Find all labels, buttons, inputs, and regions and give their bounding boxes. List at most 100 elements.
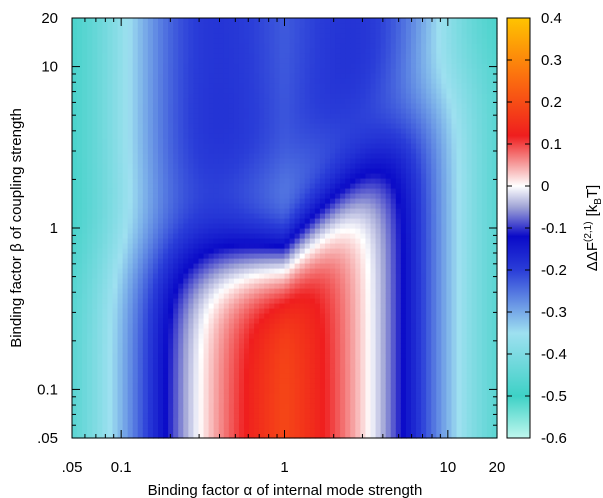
heatmap-cell	[188, 98, 195, 104]
heatmap-cell	[92, 258, 98, 264]
heatmap-cell	[223, 418, 230, 424]
heatmap-cell	[213, 408, 220, 414]
heatmap-cell	[183, 238, 189, 244]
heatmap-cell	[152, 323, 159, 329]
heatmap-cell	[188, 18, 195, 24]
heatmap-cell	[345, 393, 351, 399]
heatmap-cell	[132, 193, 139, 199]
heatmap-cell	[163, 213, 169, 219]
heatmap-cell	[142, 103, 149, 109]
heatmap-cell	[188, 208, 195, 214]
heatmap-cell	[132, 308, 139, 314]
heatmap-cell	[370, 313, 377, 319]
heatmap-cell	[97, 323, 103, 329]
heatmap-cell	[132, 118, 139, 124]
heatmap-cell	[102, 248, 109, 254]
heatmap-cell	[158, 398, 164, 404]
heatmap-cell	[254, 58, 260, 64]
heatmap-cell	[238, 303, 245, 309]
heatmap-cell	[340, 193, 346, 199]
heatmap-cell	[223, 153, 230, 159]
heatmap-cell	[274, 203, 281, 209]
heatmap-cell	[345, 178, 351, 184]
heatmap-cell	[97, 63, 103, 69]
heatmap-cell	[122, 138, 129, 144]
heatmap-cell	[132, 298, 139, 304]
heatmap-cell	[87, 18, 93, 24]
heatmap-cell	[218, 368, 225, 374]
heatmap-cell	[82, 393, 88, 399]
heatmap-cell	[87, 303, 93, 309]
heatmap-cell	[254, 248, 260, 254]
heatmap-cell	[355, 248, 361, 254]
heatmap-cell	[233, 418, 240, 424]
heatmap-cell	[350, 208, 356, 214]
heatmap-cell	[259, 338, 265, 344]
heatmap-cell	[92, 18, 98, 24]
heatmap-cell	[147, 403, 154, 409]
heatmap-cell	[279, 208, 286, 214]
heatmap-cell	[289, 23, 296, 29]
heatmap-cell	[198, 168, 205, 174]
heatmap-cell	[350, 293, 356, 299]
heatmap-cell	[92, 68, 98, 74]
heatmap-cell	[289, 93, 296, 99]
heatmap-cell	[173, 273, 179, 279]
heatmap-cell	[314, 203, 321, 209]
heatmap-cell	[330, 393, 336, 399]
heatmap-cell	[309, 93, 316, 99]
heatmap-cell	[274, 223, 281, 229]
heatmap-cell	[208, 268, 215, 274]
heatmap-cell	[299, 293, 306, 299]
heatmap-cell	[218, 78, 225, 84]
heatmap-cell	[77, 233, 83, 239]
heatmap-cell	[203, 58, 210, 64]
heatmap-cell	[319, 268, 326, 274]
heatmap-cell	[137, 163, 144, 169]
heatmap-cell	[107, 358, 114, 364]
heatmap-cell	[314, 68, 321, 74]
heatmap-cell	[203, 68, 210, 74]
heatmap-cell	[284, 83, 291, 89]
heatmap-cell	[122, 398, 129, 404]
heatmap-cell	[92, 158, 98, 164]
heatmap-cell	[92, 323, 98, 329]
heatmap-cell	[284, 188, 291, 194]
heatmap-cell	[269, 238, 275, 244]
heatmap-cell	[168, 313, 174, 319]
heatmap-cell	[178, 398, 184, 404]
heatmap-cell	[370, 413, 377, 419]
heatmap-cell	[238, 88, 245, 94]
heatmap-cell	[178, 73, 184, 79]
heatmap-cell	[238, 363, 245, 369]
heatmap-cell	[284, 268, 291, 274]
heatmap-cell	[274, 338, 281, 344]
heatmap-cell	[350, 363, 356, 369]
heatmap-cell	[163, 248, 169, 254]
heatmap-cell	[152, 383, 159, 389]
heatmap-cell	[163, 293, 169, 299]
heatmap-cell	[77, 133, 83, 139]
heatmap-cell	[117, 23, 124, 29]
heatmap-cell	[168, 268, 174, 274]
heatmap-cell	[249, 398, 255, 404]
heatmap-cell	[314, 148, 321, 154]
heatmap-cell	[274, 93, 281, 99]
heatmap-cell	[330, 208, 336, 214]
heatmap-cell	[264, 188, 270, 194]
heatmap-cell	[142, 243, 149, 249]
heatmap-cell	[213, 413, 220, 419]
heatmap-cell	[355, 343, 361, 349]
heatmap-cell	[238, 43, 245, 49]
heatmap-cell	[249, 308, 255, 314]
heatmap-cell	[92, 118, 98, 124]
heatmap-cell	[274, 108, 281, 114]
heatmap-cell	[228, 203, 235, 209]
heatmap-cell	[319, 188, 326, 194]
heatmap-cell	[249, 343, 255, 349]
heatmap-cell	[299, 43, 306, 49]
heatmap-cell	[254, 253, 260, 259]
heatmap-cell	[284, 248, 291, 254]
heatmap-cell	[238, 308, 245, 314]
heatmap-cell	[198, 163, 205, 169]
